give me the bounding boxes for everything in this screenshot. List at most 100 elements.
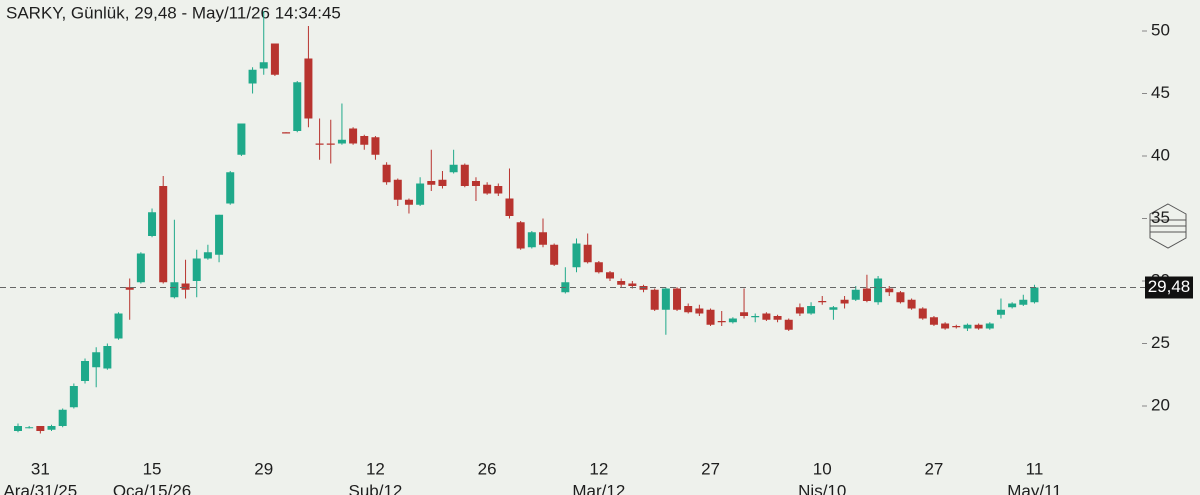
candle-body (14, 426, 22, 431)
candle-body (505, 198, 514, 216)
candle-body (337, 139, 346, 144)
candle-body (974, 324, 983, 329)
candle-body (941, 323, 950, 329)
candle-body (36, 426, 45, 431)
candle-body (773, 316, 782, 320)
x-tick-label: 31 (31, 459, 50, 478)
candle-body (114, 313, 123, 339)
candle-body (650, 289, 659, 310)
x-tick-label: 12 (366, 459, 385, 478)
candle-body (92, 352, 101, 368)
candle-body (829, 307, 838, 310)
candle-body (326, 143, 335, 145)
candle-body (885, 288, 894, 293)
candle-body (751, 316, 760, 318)
candle-body (259, 62, 268, 69)
candle-body (371, 137, 380, 155)
x-tick-label: 15 (143, 459, 162, 478)
candle-body (851, 289, 860, 300)
candle-body (449, 164, 458, 173)
x-month-label: Oca/15/26 (113, 481, 191, 495)
candle-body (673, 288, 682, 310)
candle-body (438, 179, 447, 186)
candle-body (483, 184, 492, 194)
x-tick-label: 11 (1026, 459, 1044, 478)
candle-body (282, 132, 291, 134)
y-tick-label: 25 (1151, 333, 1170, 352)
candle-body (516, 222, 525, 249)
candle-body (706, 309, 715, 325)
candle-body (695, 308, 704, 314)
x-month-label: May/11 (1007, 481, 1062, 495)
candle-body (952, 326, 961, 328)
candle-body (896, 292, 905, 303)
candle-body (606, 272, 615, 279)
candle-body (963, 324, 972, 329)
candle-body (594, 262, 603, 273)
candle-body (226, 172, 235, 204)
candle-body (382, 164, 391, 183)
candle-body (661, 288, 670, 310)
last-price-box (1145, 276, 1193, 299)
candle-body (494, 186, 503, 194)
candle-body (270, 43, 279, 75)
candle-body (795, 307, 804, 314)
y-tick-label: 35 (1151, 208, 1170, 227)
candle-body (47, 426, 56, 430)
candle-body (471, 181, 480, 186)
candle-body (929, 317, 938, 325)
candle-body (170, 282, 179, 298)
x-month-label: Ara/31/25 (3, 481, 77, 495)
candle-body (460, 164, 469, 186)
candle-body (58, 409, 67, 426)
candle-body (125, 287, 134, 290)
candle-body (1030, 287, 1039, 303)
candle-body (203, 252, 212, 259)
candle-body (784, 319, 793, 330)
candle-body (862, 288, 871, 301)
candle-body (583, 244, 592, 263)
candle-body (684, 306, 693, 313)
candle-body (538, 232, 547, 245)
candle-body (985, 323, 994, 329)
x-month-label: Mar/12 (572, 481, 625, 495)
y-tick-label: 40 (1151, 145, 1170, 164)
candle-body (840, 299, 849, 304)
candle-body (304, 58, 313, 119)
candle-body (427, 181, 436, 185)
candle-body (874, 278, 883, 303)
candle-body (1019, 299, 1028, 305)
candle-body (527, 232, 536, 248)
x-tick-label: 27 (701, 459, 720, 478)
candle-body (393, 179, 402, 200)
x-tick-label: 10 (813, 459, 832, 478)
candle-body (762, 313, 771, 320)
candle-body (818, 301, 827, 303)
y-tick-label: 20 (1151, 395, 1170, 414)
candle-body (572, 243, 581, 268)
candle-body (69, 386, 78, 408)
chart-title: SARKY, Günlük, 29,48 - May/11/26 14:34:4… (6, 3, 341, 22)
candle-body (248, 69, 257, 84)
candle-body (918, 308, 927, 319)
candle-body (315, 143, 324, 145)
candle-body (550, 244, 559, 265)
candle-body (192, 258, 201, 281)
candle-body (628, 283, 637, 286)
x-tick-label: 26 (478, 459, 497, 478)
candle-body (293, 82, 302, 131)
last-price-label: 29,48 (1148, 277, 1191, 296)
candle-body (215, 214, 224, 255)
price-range-icon (1149, 203, 1187, 249)
x-tick-label: 27 (924, 459, 943, 478)
candle-body (237, 123, 246, 155)
x-tick-label: 29 (254, 459, 273, 478)
candle-body (181, 283, 190, 290)
candle-body (617, 281, 626, 285)
x-month-label: Şub/12 (348, 481, 402, 495)
candle-body (907, 299, 916, 309)
y-tick-label: 50 (1151, 20, 1170, 39)
x-month-label: Nis/10 (798, 481, 846, 495)
